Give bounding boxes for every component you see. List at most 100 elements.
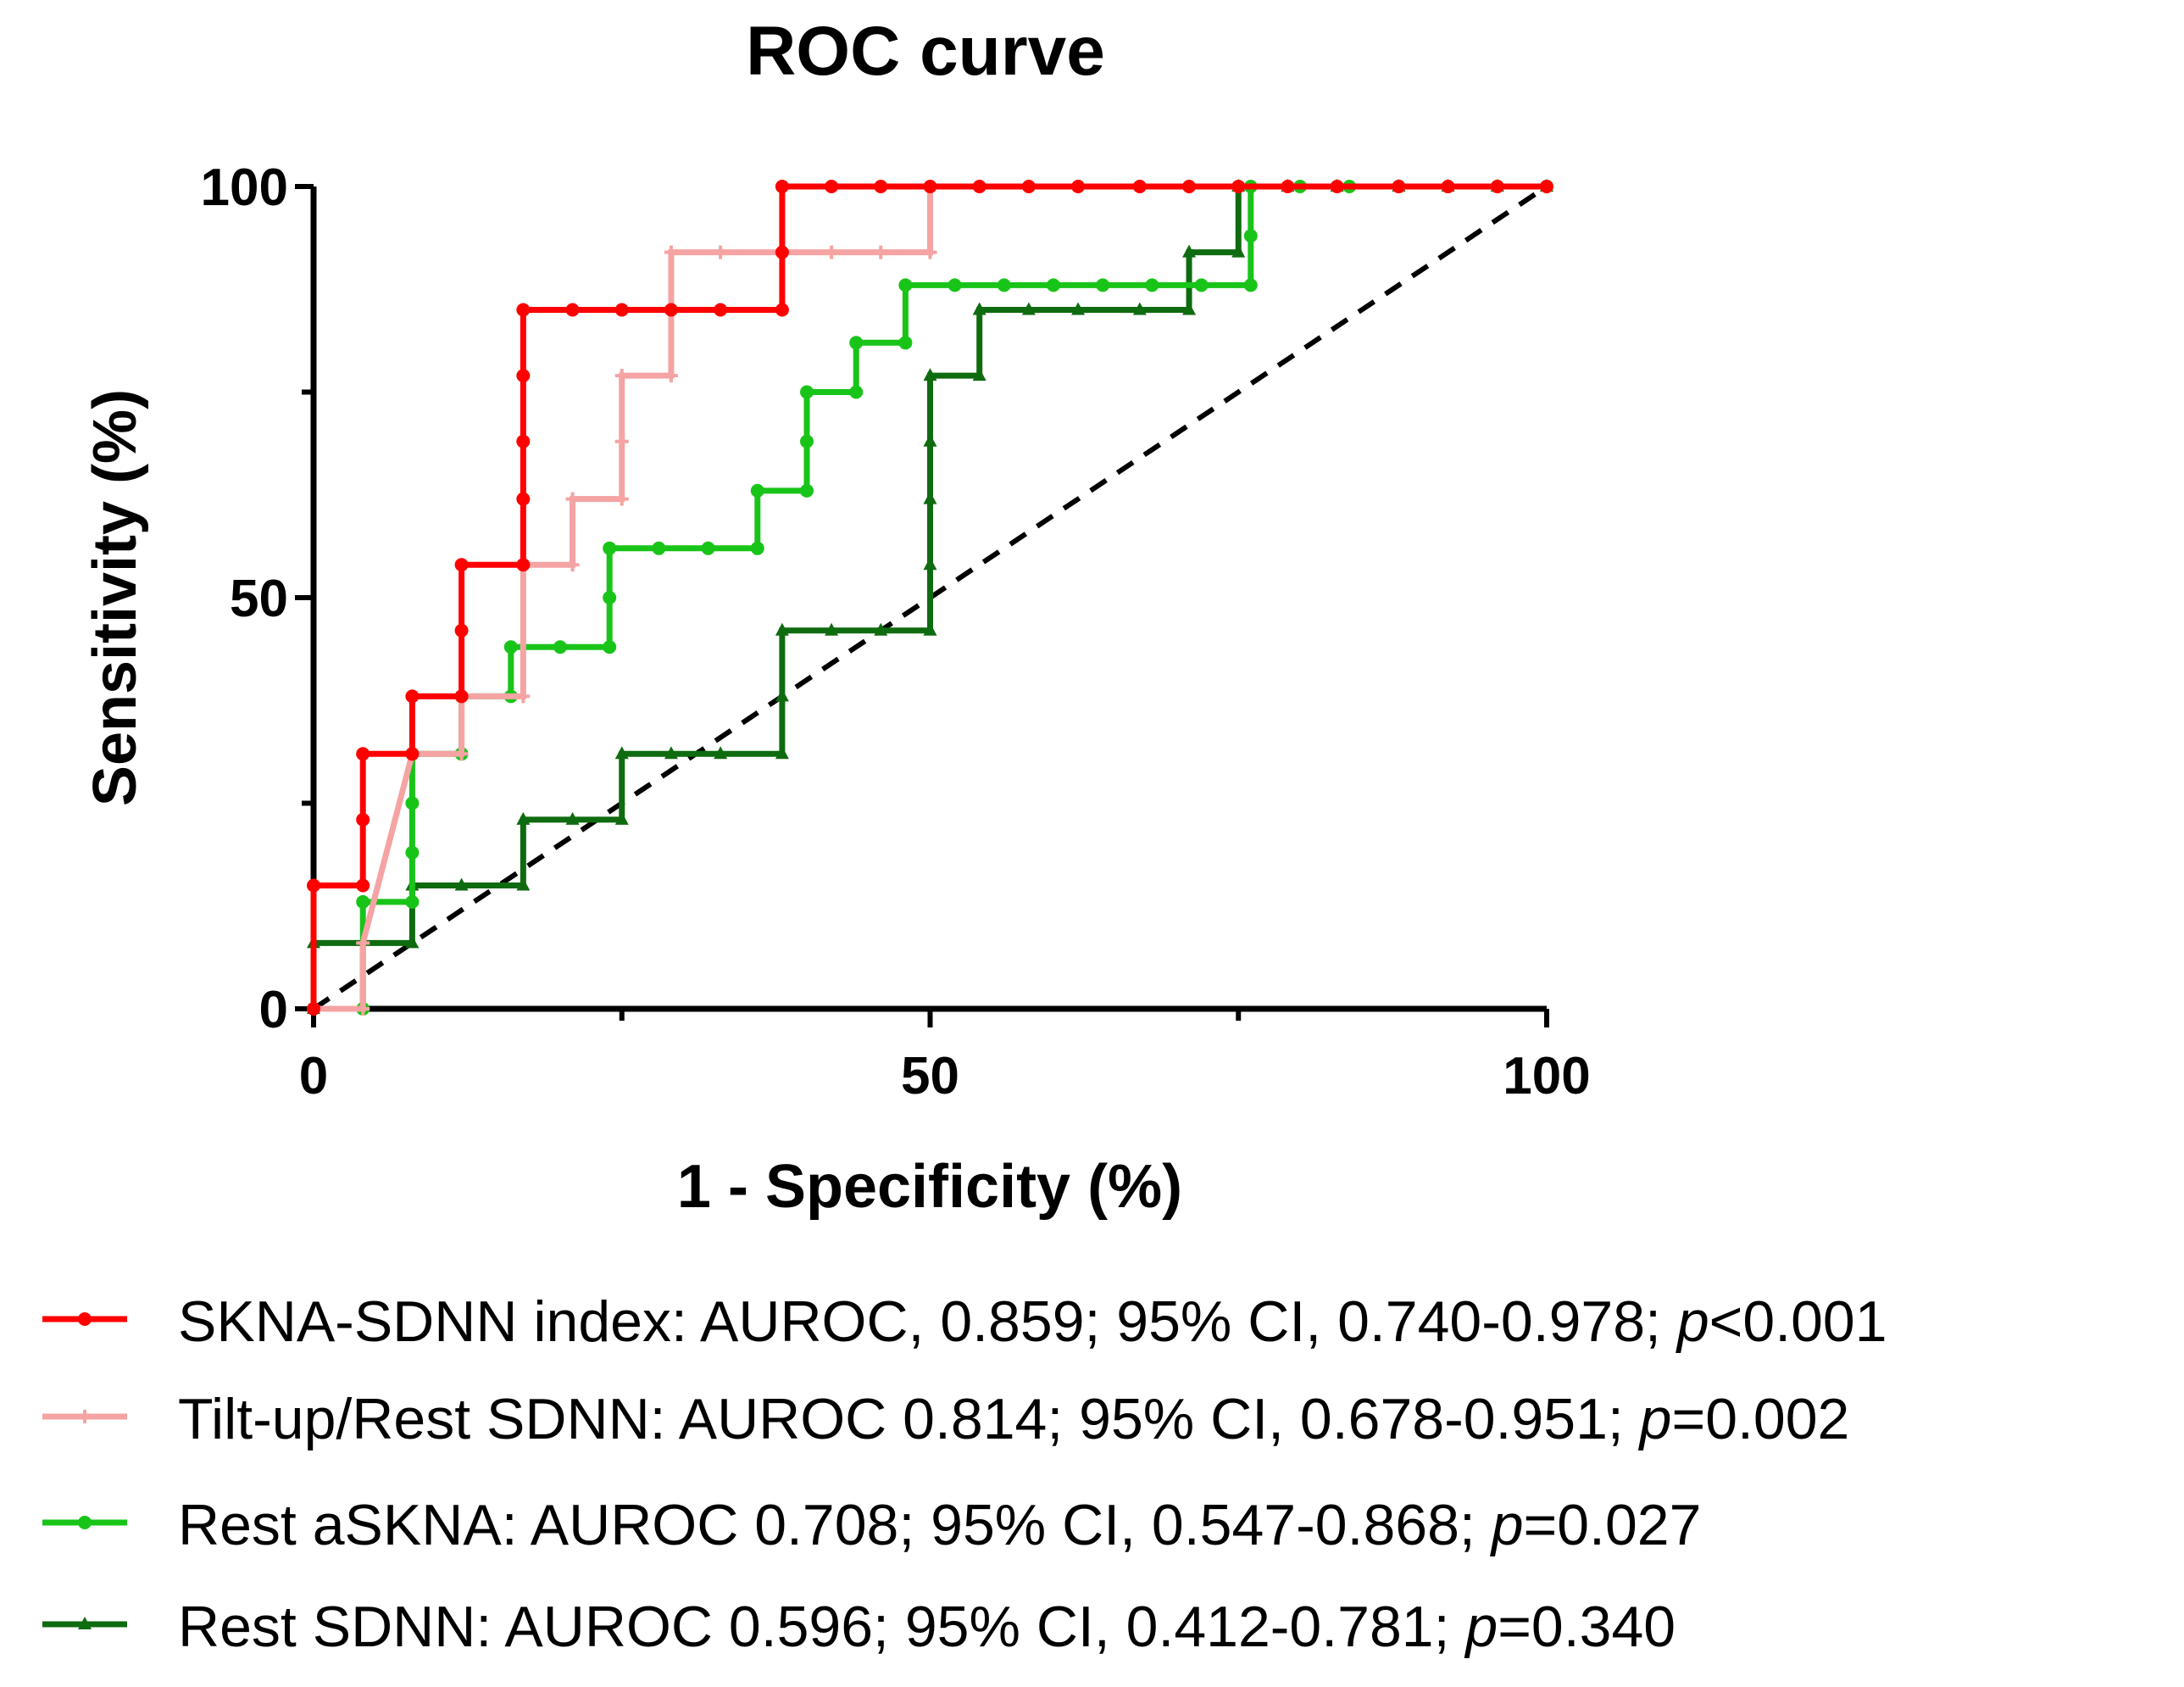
y-tick-label: 100 (201, 159, 288, 217)
series-point (516, 811, 531, 825)
legend-entry-text: SKNA-SDNN index: AUROC, 0.859; 95% CI, 0… (178, 1289, 1887, 1354)
series-point (1071, 180, 1086, 193)
series-point (565, 492, 580, 506)
series-point (849, 385, 864, 399)
series-point (750, 541, 764, 555)
series-point (356, 894, 370, 909)
series-point (454, 747, 469, 761)
series-point (800, 385, 814, 399)
y-axis-label: Sensitivity (%) (81, 389, 149, 806)
series-point (565, 558, 580, 572)
x-axis-label: 1 - Specificity (%) (677, 1153, 1182, 1221)
series-point (614, 303, 629, 317)
series-point (1194, 278, 1209, 292)
series-point (1071, 302, 1086, 315)
series-point (516, 492, 531, 506)
legend-entry-text: Tilt-up/Rest SDNN: AUROC 0.814; 95% CI, … (178, 1387, 1849, 1451)
series-point (516, 689, 531, 704)
series-point (1182, 244, 1197, 258)
legend-entry-text: Rest SDNN: AUROC 0.596; 95% CI, 0.412-0.… (178, 1595, 1676, 1659)
series-point (714, 303, 728, 317)
series-point (614, 746, 629, 760)
series-point (516, 877, 531, 891)
series-point (516, 434, 531, 448)
series-point (923, 491, 937, 504)
series-point (898, 278, 913, 292)
y-tick-label: 0 (259, 981, 288, 1039)
series-point (923, 245, 937, 259)
series-point (652, 541, 666, 555)
series-point (775, 622, 789, 636)
series-point (1231, 244, 1246, 258)
series-point (1441, 180, 1455, 193)
legend-entry-text: Rest aSKNA: AUROC 0.708; 95% CI, 0.547-0… (178, 1493, 1701, 1557)
series-point (614, 492, 629, 506)
x-tick-label: 50 (901, 1047, 959, 1105)
series-point (923, 368, 937, 381)
series-point (1330, 180, 1344, 193)
series-point (307, 878, 320, 893)
series-point (825, 622, 839, 636)
series-point (1243, 229, 1258, 243)
x-tick-label: 100 (1503, 1047, 1590, 1105)
legend-swatch-marker (78, 1410, 92, 1423)
series-point (553, 640, 567, 654)
series-point (1182, 180, 1197, 193)
series-point (800, 483, 814, 498)
series-point (516, 303, 531, 317)
series-point (972, 180, 986, 193)
series-point (405, 894, 420, 909)
series-point (405, 689, 420, 704)
series-point (454, 558, 469, 572)
series-point (800, 434, 814, 448)
series-point (1132, 302, 1147, 315)
series-point (874, 180, 888, 193)
series-point (516, 369, 531, 383)
series-point (701, 541, 715, 555)
series-point (1132, 180, 1147, 193)
plot-area: 0 50 100 0 50 100 (201, 159, 1591, 1105)
chart-title: ROC curve (746, 13, 1105, 90)
series-point (775, 245, 789, 259)
legend-swatch-marker (78, 1312, 92, 1326)
legend-swatch-marker (78, 1516, 92, 1529)
series-point (503, 640, 518, 654)
series-point (1243, 278, 1258, 292)
series-point (948, 278, 962, 292)
series-point (1281, 180, 1295, 193)
series-point (565, 303, 580, 317)
series-point (1231, 180, 1246, 193)
series-point (750, 483, 764, 498)
series-point (614, 811, 629, 825)
series-point (1145, 278, 1159, 292)
x-tick-label: 0 (299, 1047, 328, 1105)
series-point (1021, 180, 1036, 193)
series-point (849, 336, 864, 350)
series-point (405, 796, 420, 810)
series-point (603, 640, 617, 654)
series-point (775, 688, 789, 702)
series-point (664, 369, 678, 383)
series-point (825, 180, 839, 193)
series-point (1047, 278, 1060, 292)
series-point (923, 557, 937, 571)
series-point (356, 878, 370, 893)
series-point (714, 746, 728, 760)
y-tick-label: 50 (230, 570, 288, 628)
series-point (923, 180, 937, 193)
series-point (405, 935, 420, 949)
series-point (356, 1002, 370, 1016)
series-point (1392, 180, 1406, 193)
series-point (714, 245, 728, 259)
series-point (664, 245, 678, 259)
legend: SKNA-SDNN index: AUROC, 0.859; 95% CI, 0… (42, 1289, 1887, 1659)
series-point (565, 811, 580, 825)
series-point (775, 746, 789, 760)
series-point (614, 434, 629, 448)
series-point (1096, 278, 1110, 292)
series-point (603, 541, 617, 555)
series-point (997, 278, 1011, 292)
series-point (923, 433, 937, 447)
series-point (454, 877, 469, 891)
